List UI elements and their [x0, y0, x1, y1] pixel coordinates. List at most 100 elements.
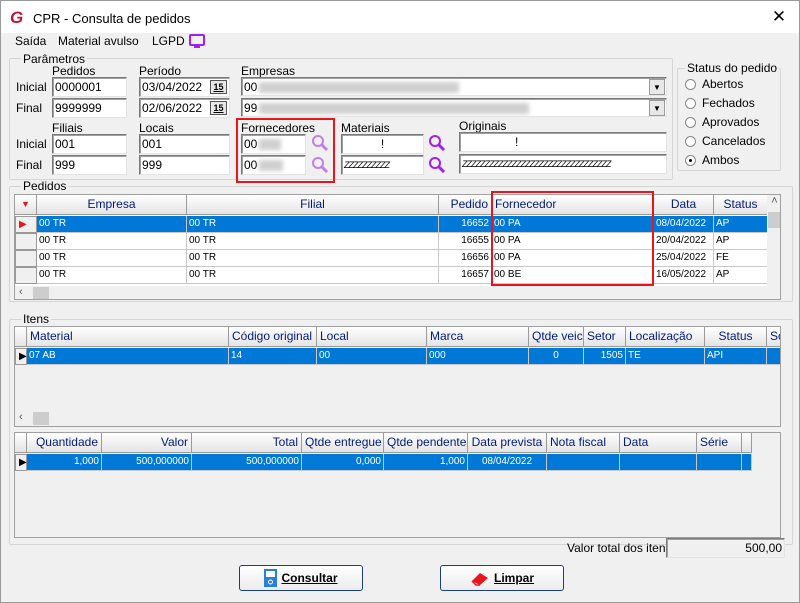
row-indicator[interactable]: ▶	[15, 348, 27, 365]
itens-grid[interactable]: Material Código original Local Marca Qtde ve…	[14, 326, 781, 427]
column-header[interactable]: Total	[192, 433, 302, 453]
filial-final-input[interactable]: 999	[52, 155, 127, 175]
itens-valores-grid[interactable]: Quantidade Valor Total Qtde entregue Qtde pe…	[14, 432, 781, 538]
search-icon[interactable]	[428, 156, 446, 174]
column-header[interactable]: Status	[705, 327, 767, 347]
filial-inicial-input[interactable]: 001	[52, 134, 127, 154]
table-cell: 1505	[584, 348, 626, 365]
column-header[interactable]: Série	[697, 433, 742, 453]
search-icon[interactable]	[311, 156, 329, 174]
calendar-icon[interactable]: 15	[210, 101, 227, 115]
column-header[interactable]: Quantidade	[27, 433, 102, 453]
row-indicator[interactable]	[15, 267, 37, 284]
vertical-scrollbar[interactable]: ˄	[767, 195, 780, 286]
table-cell: 16652	[439, 216, 492, 233]
column-header[interactable]: Data	[654, 195, 714, 215]
chevron-down-icon[interactable]: ▼	[649, 100, 665, 116]
window-title: CPR - Consulta de pedidos	[33, 11, 191, 26]
monitor-icon[interactable]	[189, 34, 205, 48]
search-icon[interactable]	[428, 134, 446, 152]
empresa-inicial-select[interactable]: 00 ▼	[241, 77, 667, 96]
calendar-icon[interactable]: 15	[210, 80, 227, 94]
column-header[interactable]: Qtde pendente	[384, 433, 468, 453]
column-header[interactable]: Status	[714, 195, 768, 215]
row-indicator[interactable]	[15, 250, 37, 267]
table-cell: 1,000	[27, 454, 102, 471]
row-indicator[interactable]: ▶	[15, 216, 37, 233]
chevron-down-icon[interactable]: ▼	[649, 79, 665, 95]
column-header[interactable]: Qtde entregue	[302, 433, 384, 453]
horizontal-scrollbar[interactable]: ‹	[15, 411, 780, 426]
table-cell: 20/04/2022	[654, 233, 714, 250]
pedido-inicial-input[interactable]: 0000001	[52, 77, 127, 97]
search-icon[interactable]	[311, 134, 329, 152]
fornecedor-final-input[interactable]: 00	[241, 155, 306, 175]
table-cell: 07 AB	[27, 348, 229, 365]
pedido-final-input[interactable]: 9999999	[52, 98, 127, 118]
radio-aprovados[interactable]: Aprovados	[685, 114, 780, 130]
original-inicial-input[interactable]: !	[459, 132, 667, 152]
originais-label: Originais	[459, 119, 507, 133]
column-header[interactable]: Data	[620, 433, 697, 453]
column-header[interactable]: Empresa	[37, 195, 187, 215]
periodo-inicial-input[interactable]: 03/04/2022 15	[139, 77, 230, 97]
radio-cancelados[interactable]: Cancelados	[685, 133, 780, 149]
original-final-input[interactable]: ZZZZZZZZZZZZZZZZZZZZZZZZZZZZZZZZZ	[459, 154, 667, 174]
column-header[interactable]: Filial	[187, 195, 439, 215]
radio-abertos[interactable]: Abertos	[685, 76, 780, 92]
table-cell: 0	[529, 348, 584, 365]
local-inicial-input[interactable]: 001	[139, 134, 230, 154]
inicial-label: Inicial	[16, 80, 47, 94]
column-header[interactable]: So	[767, 327, 780, 347]
consultar-button[interactable]: Consultar	[239, 565, 363, 591]
app-logo-icon: G	[10, 8, 24, 27]
periodo-final-value: 02/06/2022	[142, 101, 203, 115]
column-header[interactable]: Nota fiscal	[547, 433, 620, 453]
row-indicator[interactable]	[15, 233, 37, 250]
menu-saida[interactable]: Saída	[15, 34, 47, 48]
menu-lgpd[interactable]: LGPD	[152, 34, 185, 48]
column-header[interactable]	[742, 433, 752, 453]
table-cell: 16/05/2022	[654, 267, 714, 284]
empresa-inicial-value: 00	[244, 80, 258, 94]
column-header[interactable]: Material	[27, 327, 229, 347]
radio-fechados[interactable]: Fechados	[685, 95, 780, 111]
radio-ambos[interactable]: Ambos	[685, 152, 780, 168]
column-header[interactable]: Fornecedor	[492, 195, 654, 215]
column-header[interactable]: Local	[317, 327, 427, 347]
table-cell: 00 TR	[37, 250, 187, 267]
scrollbar-thumb[interactable]	[33, 412, 49, 425]
table-cell: 0,000	[302, 454, 384, 471]
column-header[interactable]: Valor	[102, 433, 192, 453]
material-final-input[interactable]: ZZZZZZZZZZ	[341, 155, 424, 175]
row-indicator[interactable]: ▶	[15, 454, 27, 471]
table-cell: 00 TR	[187, 267, 439, 284]
pedidos-grid[interactable]: ▼ Empresa Filial Pedido Fornecedor Data Status…	[14, 194, 781, 300]
empresa-final-select[interactable]: 99 ▼	[241, 98, 667, 117]
periodo-final-input[interactable]: 02/06/2022 15	[139, 98, 230, 118]
column-header[interactable]: Data prevista	[468, 433, 547, 453]
locais-label: Locais	[139, 121, 174, 135]
column-header[interactable]: Setor	[584, 327, 626, 347]
scrollbar-thumb[interactable]	[768, 212, 780, 228]
column-header[interactable]: Pedido	[439, 195, 492, 215]
column-header[interactable]: Marca	[427, 327, 529, 347]
limpar-button[interactable]: Limpar	[440, 565, 564, 591]
scrollbar-thumb[interactable]	[33, 287, 49, 299]
table-cell: FE	[714, 250, 768, 267]
close-button[interactable]: ✕	[771, 7, 787, 26]
column-header[interactable]: Código original	[229, 327, 317, 347]
column-header[interactable]: Localização	[626, 327, 705, 347]
table-cell	[767, 348, 780, 365]
local-final-input[interactable]: 999	[139, 155, 230, 175]
fornecedor-inicial-input[interactable]: 00	[241, 134, 306, 154]
table-cell: 00 TR	[37, 267, 187, 284]
column-header[interactable]: Qtde veic	[529, 327, 584, 347]
horizontal-scrollbar[interactable]: ‹	[15, 286, 780, 299]
menu-material-avulso[interactable]: Material avulso	[58, 34, 139, 48]
table-cell: 16656	[439, 250, 492, 267]
table-cell: 00 TR	[187, 216, 439, 233]
consultar-label: Consultar	[281, 571, 338, 585]
material-inicial-input[interactable]: !	[341, 134, 424, 154]
title-bar: G CPR - Consulta de pedidos ✕	[1, 1, 799, 33]
